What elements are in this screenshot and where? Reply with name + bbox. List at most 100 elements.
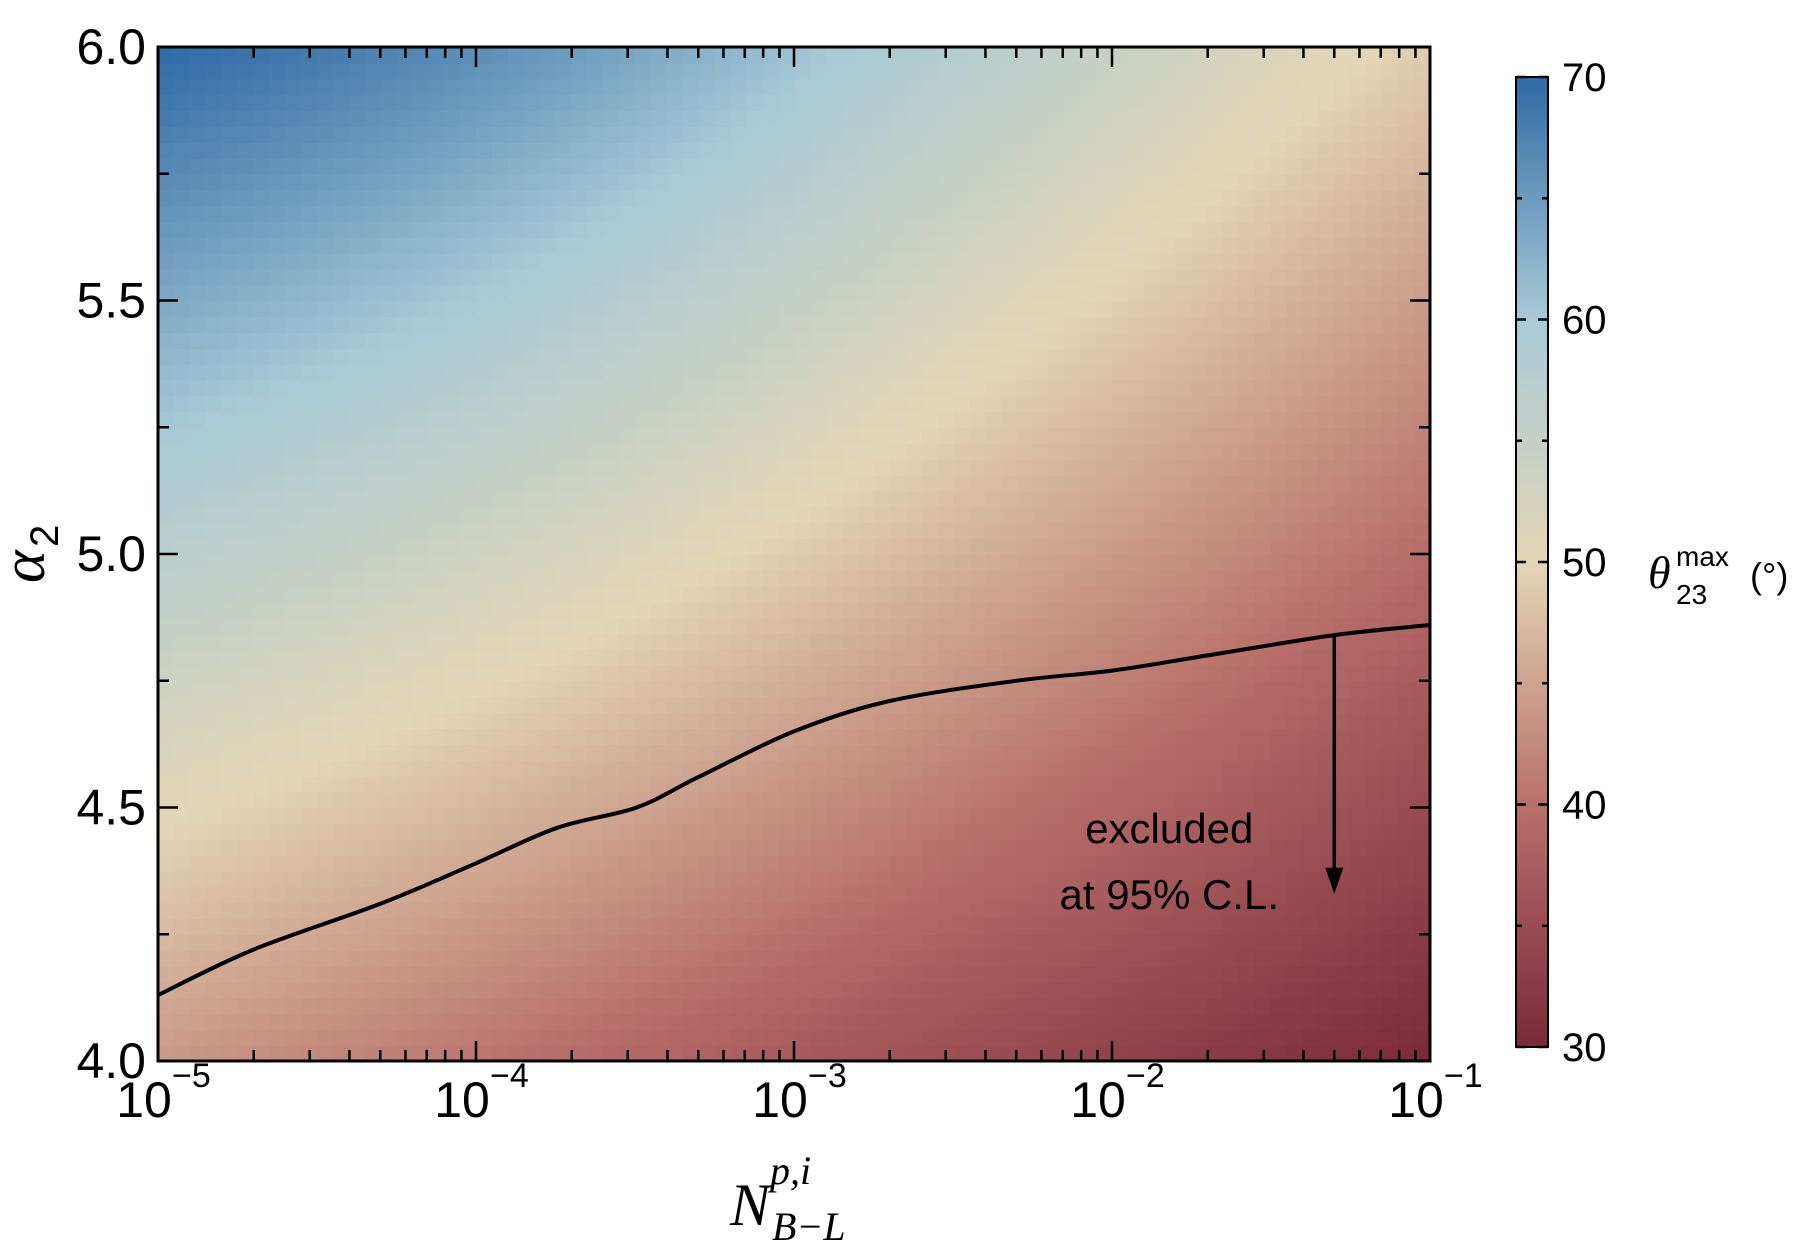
heatmap-cell — [348, 775, 366, 793]
heatmap-cell — [571, 94, 589, 112]
heatmap-cell — [873, 791, 891, 809]
heatmap-cell — [937, 237, 954, 254]
heatmap-cell — [889, 981, 907, 999]
heatmap-cell — [1223, 569, 1240, 587]
heatmap-cell — [1000, 902, 1018, 920]
heatmap-cell — [1239, 886, 1256, 904]
heatmap-cell — [380, 126, 398, 143]
heatmap-cell — [1302, 78, 1320, 96]
heatmap-cell — [332, 950, 350, 967]
heatmap-cell — [1334, 300, 1352, 318]
heatmap-cell — [189, 126, 207, 143]
heatmap-cell — [189, 696, 207, 714]
heatmap-cell — [523, 791, 541, 809]
heatmap-cell — [1032, 506, 1050, 524]
heatmap-cell — [539, 886, 557, 904]
heatmap-cell — [1032, 458, 1050, 476]
heatmap-cell — [650, 348, 668, 365]
heatmap-cell — [1302, 807, 1320, 825]
heatmap-cell — [380, 173, 398, 191]
heatmap-cell — [1175, 205, 1193, 223]
heatmap-cell — [953, 759, 970, 777]
heatmap-cell — [857, 886, 875, 904]
heatmap-cell — [1255, 664, 1272, 682]
heatmap-cell — [937, 554, 954, 571]
heatmap-cell — [746, 205, 763, 223]
heatmap-cell — [1080, 284, 1097, 302]
heatmap-cell — [1271, 126, 1288, 143]
heatmap-cell — [619, 1029, 636, 1046]
heatmap-cell — [332, 744, 350, 761]
heatmap-cell — [905, 997, 922, 1015]
heatmap-cell — [158, 870, 175, 888]
heatmap-cell — [555, 585, 573, 603]
heatmap-cell — [1175, 1013, 1193, 1031]
heatmap-cell — [523, 950, 541, 967]
heatmap-cell — [857, 918, 875, 936]
heatmap-cell — [873, 142, 891, 159]
heatmap-cell — [1143, 855, 1161, 872]
heatmap-cell — [221, 379, 239, 397]
heatmap-cell — [1112, 585, 1129, 603]
heatmap-cell — [539, 411, 557, 429]
heatmap-cell — [491, 997, 509, 1015]
heatmap-cell — [237, 554, 255, 571]
heatmap-cell — [1414, 744, 1430, 761]
heatmap-cell — [1016, 221, 1034, 238]
heatmap-cell — [428, 965, 445, 983]
heatmap-cell — [1016, 886, 1034, 904]
heatmap-cell — [746, 601, 763, 619]
heatmap-cell — [1207, 680, 1225, 698]
heatmap-cell — [237, 205, 255, 223]
heatmap-cell — [1143, 110, 1161, 128]
heatmap-cell — [205, 1045, 223, 1061]
heatmap-cell — [1048, 363, 1066, 381]
heatmap-cell — [491, 1045, 509, 1061]
heatmap-cell — [317, 934, 334, 951]
heatmap-cell — [1159, 934, 1177, 951]
heatmap-cell — [317, 1029, 334, 1046]
heatmap-cell — [1350, 601, 1368, 619]
heatmap-cell — [1239, 205, 1256, 223]
heatmap-cell — [650, 221, 668, 238]
heatmap-cell — [921, 696, 938, 714]
heatmap-cell — [1239, 538, 1256, 555]
heatmap-cell — [1080, 870, 1097, 888]
heatmap-cell — [1271, 78, 1288, 96]
heatmap-cell — [1064, 902, 1081, 920]
heatmap-cell — [953, 506, 970, 524]
heatmap-cell — [873, 585, 891, 603]
heatmap-cell — [1271, 110, 1288, 128]
heatmap-cell — [1302, 1013, 1320, 1031]
heatmap-cell — [364, 252, 382, 270]
heatmap-cell — [1286, 823, 1304, 840]
heatmap-cell — [1127, 142, 1145, 159]
heatmap-cell — [698, 443, 716, 460]
heatmap-cell — [1398, 807, 1415, 825]
heatmap-cell — [666, 316, 684, 333]
heatmap-cell — [682, 601, 700, 619]
heatmap-cell — [1334, 221, 1352, 238]
heatmap-cell — [1112, 189, 1129, 207]
heatmap-cell — [539, 157, 557, 175]
heatmap-cell — [444, 300, 461, 318]
heatmap-cell — [221, 538, 239, 555]
heatmap-cell — [682, 348, 700, 365]
heatmap-cell — [825, 522, 843, 539]
heatmap-cell — [1255, 94, 1272, 112]
heatmap-cell — [619, 62, 636, 80]
heatmap-cell — [730, 205, 748, 223]
heatmap-cell — [762, 775, 779, 793]
heatmap-cell — [1318, 918, 1336, 936]
heatmap-cell — [444, 918, 461, 936]
heatmap-cell — [905, 680, 922, 698]
heatmap-cell — [1207, 807, 1225, 825]
heatmap-cell — [1318, 807, 1336, 825]
heatmap-cell — [189, 142, 207, 159]
heatmap-cell — [317, 395, 334, 413]
heatmap-cell — [571, 839, 589, 856]
heatmap-cell — [1000, 839, 1018, 856]
heatmap-cell — [237, 902, 255, 920]
heatmap-cell — [317, 506, 334, 524]
heatmap-cell — [444, 981, 461, 999]
